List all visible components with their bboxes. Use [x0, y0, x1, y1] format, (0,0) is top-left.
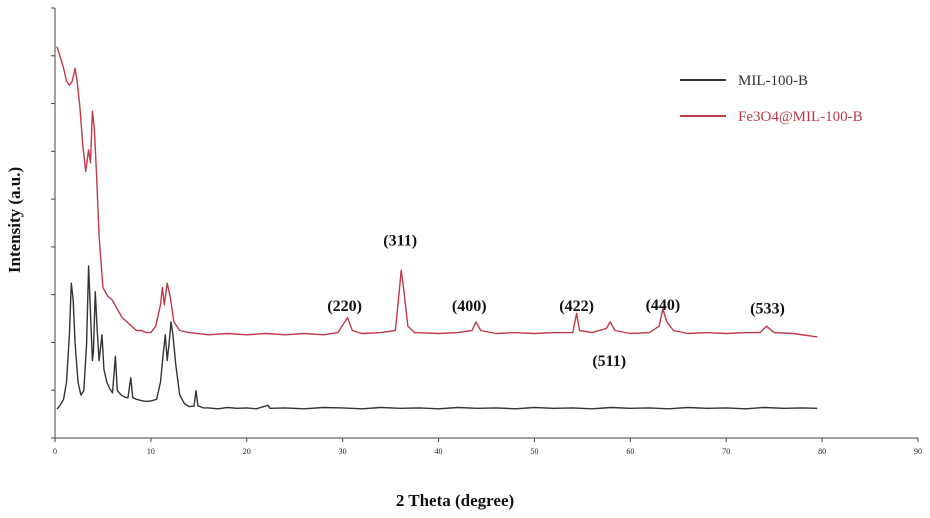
- x-tick-label: 80: [818, 447, 826, 456]
- peak-annotation: (311): [383, 232, 417, 249]
- y-axis-title: Intensity (a.u.): [5, 167, 24, 273]
- x-tick-label: 10: [147, 447, 155, 456]
- x-tick-label: 30: [339, 447, 347, 456]
- series-line-0: [56, 265, 818, 410]
- x-tick-label: 70: [722, 447, 730, 456]
- peak-annotation: (440): [646, 297, 681, 314]
- x-tick-label: 60: [626, 447, 634, 456]
- legend: MIL-100-B Fe3O4@MIL-100-B: [680, 73, 863, 125]
- legend-label-fe3o4-mil-100-b: Fe3O4@MIL-100-B: [738, 109, 863, 125]
- x-tick-label: 20: [243, 447, 251, 456]
- x-tick-label: 90: [914, 447, 922, 456]
- annotations: (220) (311) (400) (422) (511) (440) (533): [327, 232, 785, 369]
- axes: 0 10 20 30 40 50 60 70 80 90: [51, 7, 922, 456]
- series-layer: [56, 46, 818, 410]
- x-tick-label: 50: [530, 447, 538, 456]
- peak-annotation: (422): [559, 298, 594, 315]
- x-tick-label: 0: [53, 447, 57, 456]
- legend-label-mil-100-b: MIL-100-B: [738, 73, 808, 89]
- peak-annotation: (400): [452, 298, 487, 315]
- series-line-1: [56, 46, 818, 338]
- x-tick-label: 40: [435, 447, 443, 456]
- peak-annotation: (533): [750, 300, 785, 317]
- peak-annotation: (220): [327, 298, 362, 315]
- x-axis-title: 2 Theta (degree): [396, 491, 514, 510]
- peak-annotation: (511): [592, 353, 626, 370]
